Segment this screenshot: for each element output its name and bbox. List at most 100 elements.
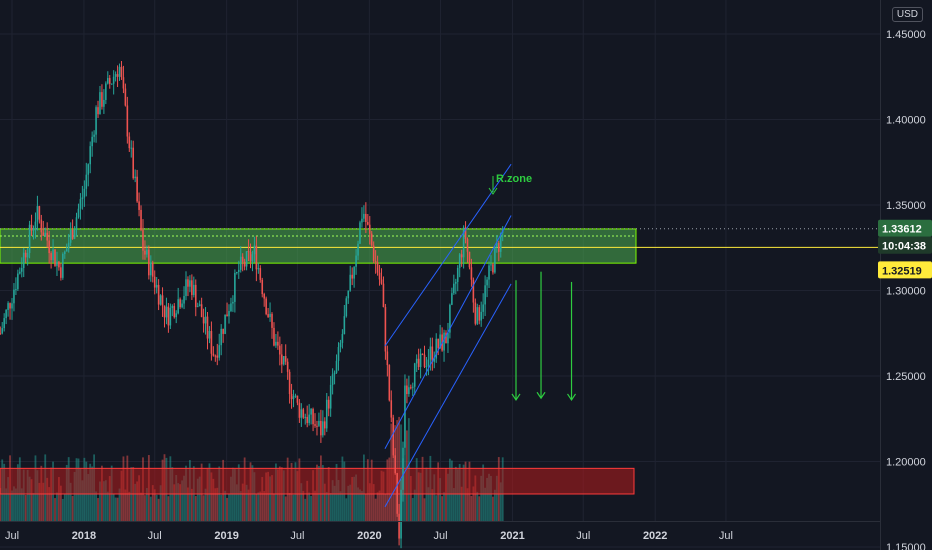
candle-body xyxy=(292,396,295,400)
resistance-marker-head xyxy=(488,187,498,195)
candle-body xyxy=(48,240,50,254)
candle-body xyxy=(193,284,195,295)
candle-body xyxy=(126,105,129,137)
ascending-channel[interactable] xyxy=(384,163,512,508)
volume-bar xyxy=(15,488,17,521)
candle-body xyxy=(42,232,45,236)
volume-bar xyxy=(63,494,66,521)
candle-body xyxy=(32,228,35,231)
volume-bar xyxy=(56,492,58,521)
candle-body xyxy=(46,232,48,241)
candle-body xyxy=(486,279,488,286)
candle-body xyxy=(357,243,359,256)
volume-bar xyxy=(359,489,361,521)
candle-body xyxy=(204,316,207,324)
volume-bar xyxy=(351,477,354,521)
volume-bar xyxy=(81,480,84,521)
volume-bar xyxy=(427,487,430,521)
volume-bar xyxy=(245,484,248,521)
volume-bar xyxy=(269,476,271,521)
volume-bar xyxy=(87,474,90,521)
volume-bar xyxy=(159,485,162,521)
volume-bar xyxy=(59,485,62,521)
channel-lower-line xyxy=(384,283,512,508)
volume-bar xyxy=(106,491,109,521)
candle-body xyxy=(97,107,99,115)
time-tick-label: 2020 xyxy=(357,530,381,542)
candle-body xyxy=(431,346,434,362)
candle-body xyxy=(175,313,178,318)
support-zone xyxy=(0,467,635,495)
candle-body xyxy=(433,358,436,362)
candle-body xyxy=(251,254,254,262)
candle-body xyxy=(443,332,445,351)
candle-body xyxy=(484,285,486,305)
currency-button[interactable]: USD xyxy=(891,7,923,22)
candle-body xyxy=(304,416,307,418)
candle-body xyxy=(306,416,309,423)
volume-bar xyxy=(20,488,23,521)
candle-body xyxy=(367,222,369,225)
volume-bar xyxy=(257,492,260,521)
candle-body xyxy=(380,279,383,284)
candle-body xyxy=(138,201,140,210)
candle-body xyxy=(267,314,269,318)
candle-body xyxy=(93,134,95,137)
candle-body xyxy=(13,289,15,304)
volume-bar xyxy=(124,489,127,521)
candle-body xyxy=(488,265,490,280)
volume-bar xyxy=(140,492,142,521)
candle-body xyxy=(496,243,498,247)
candle-body xyxy=(464,227,467,239)
candle-body xyxy=(173,306,176,318)
candle-body xyxy=(413,363,416,387)
candle-body xyxy=(339,342,342,348)
candle-body xyxy=(294,395,297,397)
volume-bar xyxy=(24,494,27,521)
candle-body xyxy=(255,245,258,270)
candle-body xyxy=(103,99,105,107)
down-arrows[interactable] xyxy=(511,271,577,402)
volume-bar xyxy=(214,488,217,521)
candle-body xyxy=(153,276,156,288)
volume-bar xyxy=(144,495,146,521)
candle-body xyxy=(99,92,101,115)
candle-body xyxy=(322,421,324,436)
candle-body xyxy=(241,256,244,262)
volume-bar xyxy=(337,480,340,521)
volume-bar xyxy=(263,491,266,521)
candle-body xyxy=(179,299,181,308)
candle-body xyxy=(232,301,234,304)
candle-body xyxy=(421,353,424,355)
candle-body xyxy=(365,213,367,223)
candle-body xyxy=(286,361,289,372)
candle-body xyxy=(81,197,84,200)
volume-bar xyxy=(466,488,469,521)
volume-bar xyxy=(173,484,176,521)
candle-body xyxy=(130,147,133,149)
candle-body xyxy=(191,280,193,295)
volume-bar xyxy=(118,488,121,521)
volume-bar xyxy=(284,496,287,521)
price-axis[interactable]: 1.45000 1.40000 1.35000 1.30000 1.25000 1.200… xyxy=(886,29,926,550)
candle-body xyxy=(91,136,93,147)
candle-body xyxy=(161,295,164,306)
candle-body xyxy=(374,260,377,263)
candle-body xyxy=(7,303,9,310)
time-tick-label: 2022 xyxy=(643,530,667,542)
volume-bar xyxy=(300,483,303,521)
candle-body xyxy=(17,273,19,290)
volume-bar xyxy=(226,497,228,521)
volume-bar xyxy=(28,476,31,521)
candle-body xyxy=(150,262,152,276)
volume-bar xyxy=(104,480,107,521)
candle-body xyxy=(155,284,158,288)
zones[interactable] xyxy=(0,228,880,495)
volume-bar xyxy=(493,489,496,521)
volume-bar xyxy=(349,484,352,521)
time-axis[interactable]: Jul 2018 Jul 2019 Jul 2020 Jul 2021 Jul 2022 Jul xyxy=(5,530,733,542)
candle-body xyxy=(325,399,328,429)
candle-body xyxy=(349,274,352,291)
